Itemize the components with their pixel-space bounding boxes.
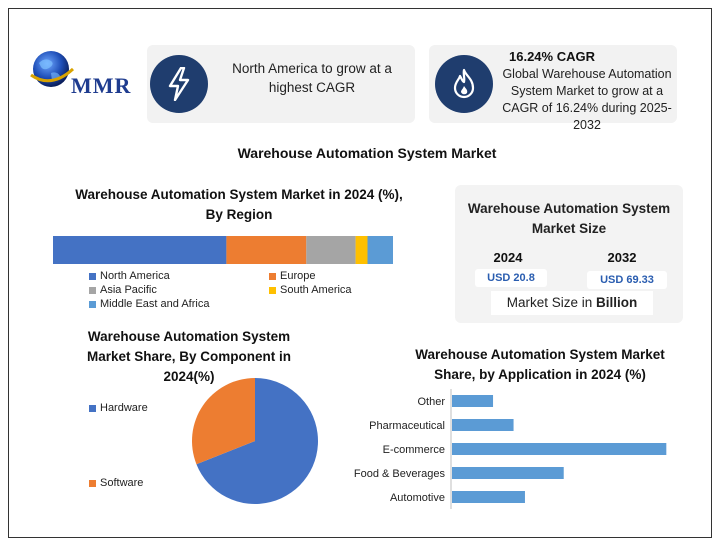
- component-pie-chart: [192, 378, 318, 504]
- legend-swatch: [89, 272, 96, 280]
- region-segment-north-america: [53, 236, 227, 264]
- unit-billion: Billion: [596, 295, 638, 310]
- pie-slice-hardware: [196, 378, 318, 504]
- flame-icon: [435, 55, 493, 113]
- legend-label-hardware: Hardware: [100, 402, 148, 414]
- category-label: Other: [417, 396, 445, 408]
- region-segment-europe: [226, 236, 307, 264]
- legend-middle-east-and-africa: Middle East and Africa: [89, 297, 209, 311]
- unit-prefix: Market Size in: [506, 295, 597, 310]
- region-segment-asia-pacific: [306, 236, 356, 264]
- bar-other: [452, 395, 494, 407]
- highlight-card-cagr: 16.24% CAGR Global Warehouse Automation …: [429, 45, 677, 132]
- legend-asia-pacific: Asia Pacific: [89, 283, 157, 297]
- bar-pharmaceutical: [452, 419, 514, 431]
- bar-automotive: [452, 491, 525, 503]
- legend-swatch: [89, 300, 96, 308]
- legend-label: Europe: [280, 270, 316, 282]
- legend-north-america: North America: [89, 269, 170, 283]
- logo-text: MMR: [71, 73, 132, 98]
- legend-swatch: [269, 272, 276, 280]
- legend-swatch-software: [89, 479, 96, 487]
- market-size-title: Warehouse Automation System Market Size: [467, 201, 671, 236]
- legend-label: Middle East and Africa: [100, 298, 210, 310]
- region-legend: North America Europe Asia Pacific South Ame…: [89, 269, 379, 315]
- cagr-description: Global Warehouse Automation System Marke…: [502, 67, 672, 132]
- component-chart-title: Warehouse Automation System Market Share…: [86, 329, 292, 384]
- market-size-unit: Market Size in Billion: [491, 291, 653, 315]
- legend-label-software: Software: [100, 477, 144, 489]
- mmr-logo: MMR: [29, 47, 149, 103]
- highlight-card-north-america: North America to grow at a highest CAGR: [147, 45, 415, 123]
- legend-south-america: South America: [269, 283, 352, 297]
- bar-e-commerce: [452, 443, 667, 455]
- market-size-card: Warehouse Automation System Market Size …: [455, 185, 683, 323]
- globe-icon: [30, 51, 75, 87]
- infographic-frame: MMR North America to grow at a highest C…: [8, 8, 712, 538]
- legend-label: South America: [280, 284, 352, 296]
- legend-label: Asia Pacific: [100, 284, 157, 296]
- value-2024: USD 20.8: [475, 269, 547, 287]
- legend-europe: Europe: [269, 269, 315, 283]
- region-segment-south-america: [355, 236, 368, 264]
- lightning-icon: [150, 55, 208, 113]
- category-label: Pharmaceutical: [369, 420, 445, 432]
- category-label: Food & Beverages: [354, 468, 446, 480]
- value-2032: USD 69.33: [587, 271, 667, 289]
- legend-swatch: [89, 286, 96, 294]
- north-america-text: North America to grow at a highest CAGR: [232, 61, 392, 95]
- year-2032: 2032: [607, 250, 637, 265]
- category-label: Automotive: [390, 492, 445, 504]
- category-label: E-commerce: [383, 444, 445, 456]
- year-2024: 2024: [493, 250, 523, 265]
- bar-food-beverages: [452, 467, 564, 479]
- application-chart-title: Warehouse Automation System Market Share…: [415, 347, 665, 382]
- region-stacked-bar: [53, 236, 393, 264]
- legend-hardware: Hardware: [89, 401, 148, 415]
- pie-slice-software: [192, 378, 255, 465]
- main-title: Warehouse Automation System Market: [237, 145, 497, 161]
- application-bar-chart: Other Pharmaceutical E-commerce Food & Beve…: [354, 389, 667, 509]
- legend-label: North America: [100, 270, 170, 282]
- legend-swatch-hardware: [89, 404, 96, 412]
- region-segment-middle-east-and-africa: [367, 236, 393, 264]
- legend-swatch: [269, 286, 276, 294]
- cagr-headline: 16.24% CAGR: [509, 49, 595, 64]
- region-chart-title: Warehouse Automation System Market in 20…: [75, 187, 403, 222]
- legend-software: Software: [89, 476, 143, 490]
